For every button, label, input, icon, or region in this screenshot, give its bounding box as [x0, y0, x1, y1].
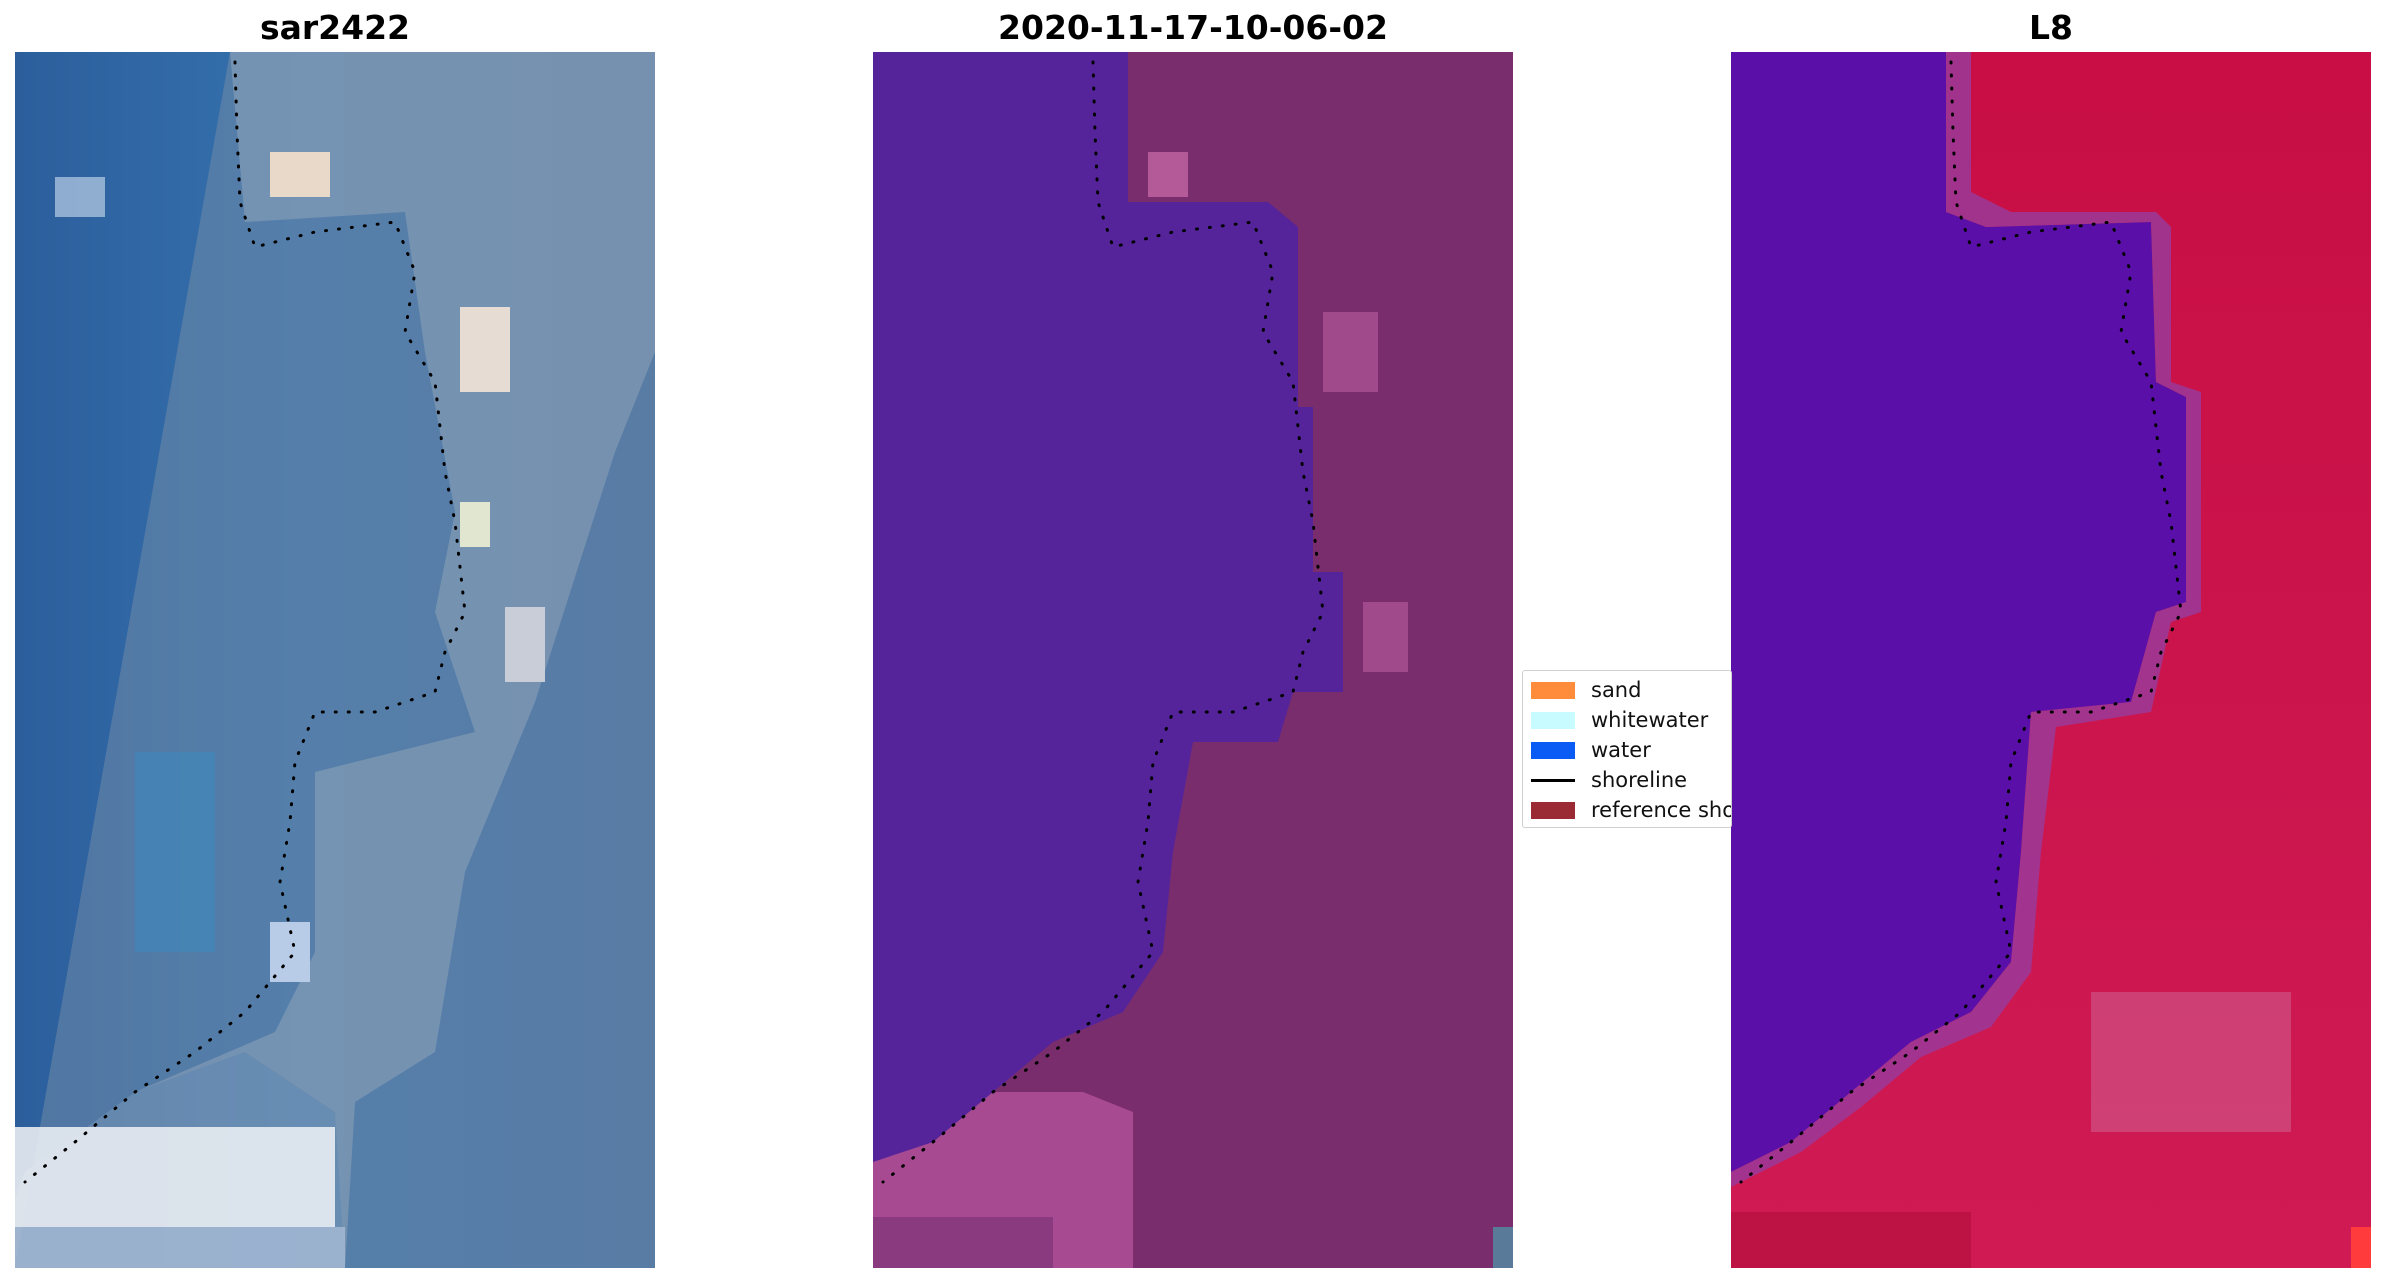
- legend-item-sand: sand: [1531, 675, 1641, 705]
- legend-swatch-sand: [1531, 681, 1575, 699]
- legend-swatch-water: [1531, 741, 1575, 759]
- legend-label-shoreline: shoreline: [1591, 768, 1688, 792]
- legend-swatch-whitewater: [1531, 711, 1575, 729]
- classified-image: [873, 52, 1513, 1268]
- rgb-satellite-svg: [15, 52, 655, 1268]
- legend-item-whitewater: whitewater: [1531, 705, 1708, 735]
- panel-title-rgb: sar2422: [259, 8, 411, 47]
- legend-item-water: water: [1531, 735, 1651, 765]
- legend-item-shoreline: shoreline: [1531, 765, 1687, 795]
- classified-land-patch-2: [1323, 312, 1378, 392]
- index-shoreline-dots: [1739, 60, 2183, 1184]
- rgb-bright-patch-2: [460, 307, 510, 392]
- classified-corner-patch: [1493, 1227, 1513, 1268]
- rgb-surf-zone: [15, 1127, 335, 1227]
- classified-beach-edge: [873, 1217, 1053, 1268]
- classified-land-patch-3: [1363, 602, 1408, 672]
- panel-title-index: L8: [2029, 8, 2073, 47]
- rgb-bright-patch-4: [505, 607, 545, 682]
- classified-svg: [873, 52, 1513, 1268]
- classified-shoreline-dots: [881, 60, 1325, 1184]
- panel-title-classified: 2020-11-17-10-06-02: [998, 8, 1388, 47]
- rgb-shoreline-dots: [23, 60, 467, 1184]
- rgb-bright-patch-6: [55, 177, 105, 217]
- legend-item-reference-shoreline: reference shoreline: [1531, 795, 1731, 825]
- index-water-area: [1731, 52, 2186, 1172]
- rgb-bright-patch-1: [270, 152, 330, 197]
- index-corner-patch: [2351, 1227, 2371, 1268]
- legend-label-water: water: [1591, 738, 1651, 762]
- water-index-svg: [1731, 52, 2371, 1268]
- legend-label-whitewater: whitewater: [1591, 708, 1709, 732]
- rgb-shallow-water: [135, 752, 215, 952]
- index-bottom-band: [1731, 1212, 1971, 1268]
- index-light-patch: [2091, 992, 2291, 1132]
- classified-water-area: [873, 52, 1343, 1172]
- legend-line-shoreline: [1531, 778, 1575, 782]
- legend-swatch-reference-shoreline: [1531, 801, 1575, 819]
- rgb-bright-patch-3: [460, 502, 490, 547]
- classified-land-patch-1: [1148, 152, 1188, 197]
- legend: sand whitewater water shoreline referenc…: [1522, 670, 1732, 828]
- legend-label-reference-shoreline: reference shoreline: [1591, 798, 1731, 822]
- rgb-surf-zone-edge: [15, 1227, 345, 1268]
- water-index-image: [1731, 52, 2371, 1268]
- legend-label-sand: sand: [1591, 678, 1642, 702]
- rgb-satellite-image: [15, 52, 655, 1268]
